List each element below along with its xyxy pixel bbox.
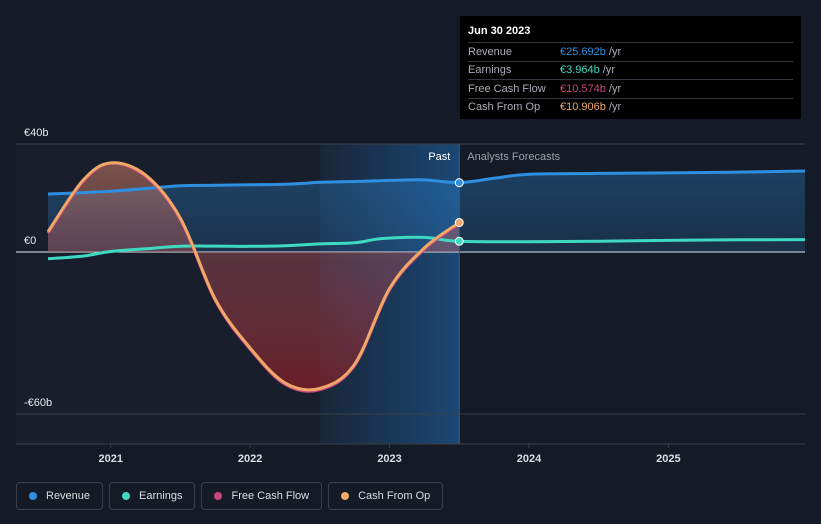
chart-canvas: €40b €0 -€60b 2021 2022 2023 2024 2025 Past Analy…: [16, 127, 806, 465]
earnings-line: [47, 235, 806, 261]
tooltip-row-cash-from-op: Cash From Op €10.906b /yr: [468, 97, 793, 117]
legend-label: Free Cash Flow: [231, 490, 310, 502]
tooltip-label: Earnings: [468, 64, 512, 77]
tooltip-value: €10.574b: [560, 82, 606, 95]
legend: Revenue Earnings Free Cash Flow Cash Fro…: [16, 482, 444, 512]
tooltip-unit: /yr: [608, 101, 622, 114]
tooltip-row-earnings: Earnings €3.964b /yr: [468, 60, 793, 80]
x-tick-label: 2022: [238, 453, 262, 465]
earnings-marker: [454, 236, 464, 246]
past-label: Past: [428, 151, 450, 163]
tooltip: Jun 30 2023 Revenue €25.692b /yr Earning…: [460, 16, 801, 119]
legend-item-earnings[interactable]: Earnings: [109, 482, 196, 510]
tooltip-label: Revenue: [468, 45, 513, 58]
tooltip-unit: /yr: [602, 64, 615, 77]
legend-label: Cash From Op: [358, 490, 431, 502]
x-tick-label: 2021: [98, 453, 122, 465]
tooltip-value: €3.964b: [560, 64, 600, 77]
revenue-marker: [454, 178, 464, 188]
legend-item-cash-from-op[interactable]: Cash From Op: [328, 482, 444, 510]
legend-dot-icon: [341, 492, 350, 500]
x-tick-label: 2025: [656, 453, 680, 465]
legend-label: Earnings: [139, 490, 183, 502]
revenue-line: [47, 169, 806, 196]
y-tick-label: €0: [24, 235, 36, 247]
tooltip-unit: /yr: [608, 82, 622, 95]
forecast-label: Analysts Forecasts: [467, 151, 560, 163]
legend-dot-icon: [122, 492, 131, 500]
tooltip-label: Cash From Op: [468, 101, 541, 114]
tooltip-label: Free Cash Flow: [468, 82, 546, 95]
legend-dot-icon: [214, 492, 223, 500]
tooltip-row-revenue: Revenue €25.692b /yr: [468, 42, 793, 61]
y-tick-label: -€60b: [24, 397, 52, 409]
legend-label: Revenue: [46, 490, 91, 502]
x-tick-label: 2023: [377, 453, 401, 465]
legend-dot-icon: [29, 492, 37, 500]
tooltip-unit: /yr: [608, 45, 622, 58]
cash-from-op-line: [46, 161, 461, 392]
tooltip-row-free-cash-flow: Free Cash Flow €10.574b /yr: [468, 79, 793, 98]
y-tick-label: €40b: [24, 127, 48, 139]
legend-item-free-cash-flow[interactable]: Free Cash Flow: [201, 482, 323, 510]
revenue-area: [48, 171, 805, 252]
tooltip-value: €25.692b: [560, 45, 606, 58]
tooltip-value: €10.906b: [560, 101, 606, 114]
free-cash-flow-area: [48, 163, 460, 392]
tooltip-date: Jun 30 2023: [468, 25, 531, 37]
legend-item-revenue[interactable]: Revenue: [16, 482, 104, 510]
x-tick-label: 2024: [517, 453, 542, 465]
cash-from-op-marker: [454, 218, 464, 228]
